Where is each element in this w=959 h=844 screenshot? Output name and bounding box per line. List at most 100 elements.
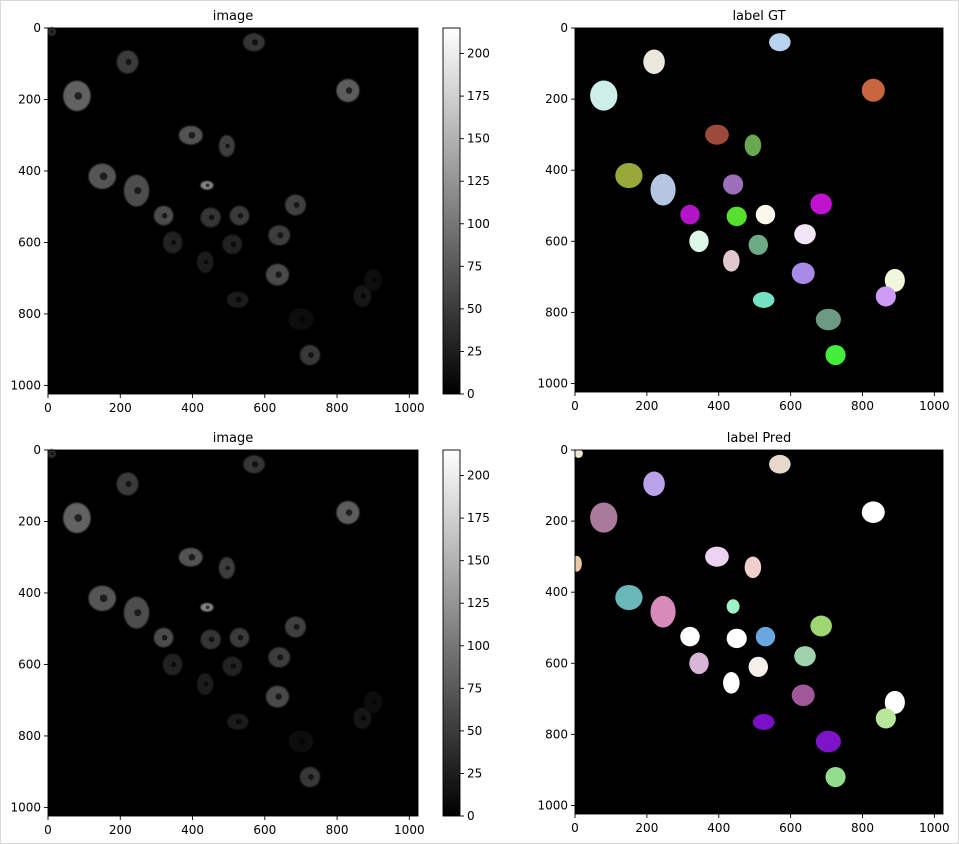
y-tick-label: 600 <box>545 234 568 248</box>
nucleolus <box>134 187 142 195</box>
y-tick-label: 400 <box>18 586 41 600</box>
y-tick-label: 600 <box>18 235 41 249</box>
label-region <box>861 78 885 102</box>
x-tick-label: 0 <box>571 399 579 413</box>
colorbar-tick-label: 150 <box>467 132 490 146</box>
label-region <box>643 49 665 74</box>
label-region <box>689 652 709 675</box>
y-tick-label: 1000 <box>537 376 568 390</box>
label-region <box>825 766 846 788</box>
colorbar-tick-label: 200 <box>467 47 490 61</box>
x-tick-label: 1000 <box>394 823 425 837</box>
label-region <box>590 502 618 533</box>
colorbar <box>442 449 461 817</box>
label-region <box>755 204 776 225</box>
nucleolus <box>99 172 108 181</box>
label-region <box>794 224 816 245</box>
colorbar-tick-label: 0 <box>467 809 475 823</box>
axes-frame <box>47 449 419 817</box>
nucleolus <box>275 271 282 278</box>
nucleolus <box>371 277 377 283</box>
label-region <box>723 174 744 195</box>
colorbar <box>442 27 461 395</box>
y-tick-label: 600 <box>18 657 41 671</box>
colorbar-tick-label: 50 <box>467 724 482 738</box>
colorbar-tick-label: 125 <box>467 596 490 610</box>
y-tick-label: 400 <box>18 164 41 178</box>
panel-title: label GT <box>732 9 785 24</box>
label-region <box>744 134 762 157</box>
colorbar-tick-label: 25 <box>467 766 482 780</box>
x-tick-label: 200 <box>109 823 132 837</box>
y-tick-label: 200 <box>545 514 568 528</box>
nucleolus <box>225 565 230 571</box>
nucleolus <box>277 232 284 239</box>
label-region <box>791 684 815 707</box>
label-region <box>875 286 896 307</box>
label-region <box>752 292 775 308</box>
y-tick-label: 600 <box>545 656 568 670</box>
label-region <box>794 646 816 667</box>
label-region <box>723 250 740 272</box>
axes-frame <box>47 27 419 395</box>
y-tick-label: 400 <box>545 163 568 177</box>
y-tick-label: 1000 <box>537 798 568 812</box>
nucleolus <box>203 259 209 265</box>
x-tick-label: 400 <box>707 821 730 835</box>
panel-title: image <box>213 9 254 24</box>
label-region <box>810 193 832 215</box>
y-tick-label: 400 <box>545 585 568 599</box>
panel-2: label GT0 200 400 600 800 1000020040060080010… <box>535 9 950 413</box>
x-tick-label: 400 <box>181 401 204 415</box>
y-tick-label: 0 <box>560 21 568 35</box>
colorbar-tick-label: 100 <box>467 639 490 653</box>
label-region <box>861 501 885 523</box>
label-region <box>726 599 740 614</box>
label-region <box>791 262 815 285</box>
x-tick-label: 800 <box>326 401 349 415</box>
nucleolus <box>298 737 306 745</box>
y-tick-label: 0 <box>33 443 41 457</box>
label-region <box>884 690 905 714</box>
nucleolus <box>188 553 196 561</box>
nucleolus <box>237 634 244 641</box>
nucleolus <box>230 241 236 247</box>
colorbar-tick-label: 75 <box>467 259 482 273</box>
panel-title: image <box>213 431 254 446</box>
nucleolus <box>252 39 259 46</box>
nucleolus <box>188 131 196 139</box>
x-tick-label: 200 <box>109 401 132 415</box>
nucleolus <box>371 699 377 705</box>
nucleolus <box>277 654 284 661</box>
x-tick-label: 600 <box>253 823 276 837</box>
nucleolus <box>134 609 142 617</box>
colorbar-tick-label: 100 <box>467 217 490 231</box>
nucleolus <box>252 461 259 468</box>
left-mask <box>8 450 48 816</box>
label-region <box>615 162 643 189</box>
label-region <box>755 626 776 647</box>
left-mask <box>535 450 575 814</box>
y-tick-label: 1000 <box>10 378 41 392</box>
nucleolus <box>298 315 306 323</box>
label-region <box>723 672 740 694</box>
colorbar-tick-label: 175 <box>467 89 490 103</box>
nucleolus <box>208 214 215 221</box>
nucleolus <box>161 634 168 641</box>
axes-frame <box>574 449 944 815</box>
label-region <box>726 206 747 227</box>
nucleolus <box>99 594 108 603</box>
nucleolus <box>345 509 353 516</box>
nucleolus <box>208 636 215 643</box>
label-region <box>875 708 896 729</box>
label-region <box>825 344 846 366</box>
nucleolus <box>308 774 314 780</box>
label-region <box>643 471 665 496</box>
x-tick-label: 800 <box>326 823 349 837</box>
nucleolus <box>235 296 242 303</box>
label-region <box>748 656 768 677</box>
x-tick-label: 400 <box>707 399 730 413</box>
y-tick-label: 200 <box>545 92 568 106</box>
nucleolus <box>203 681 209 687</box>
